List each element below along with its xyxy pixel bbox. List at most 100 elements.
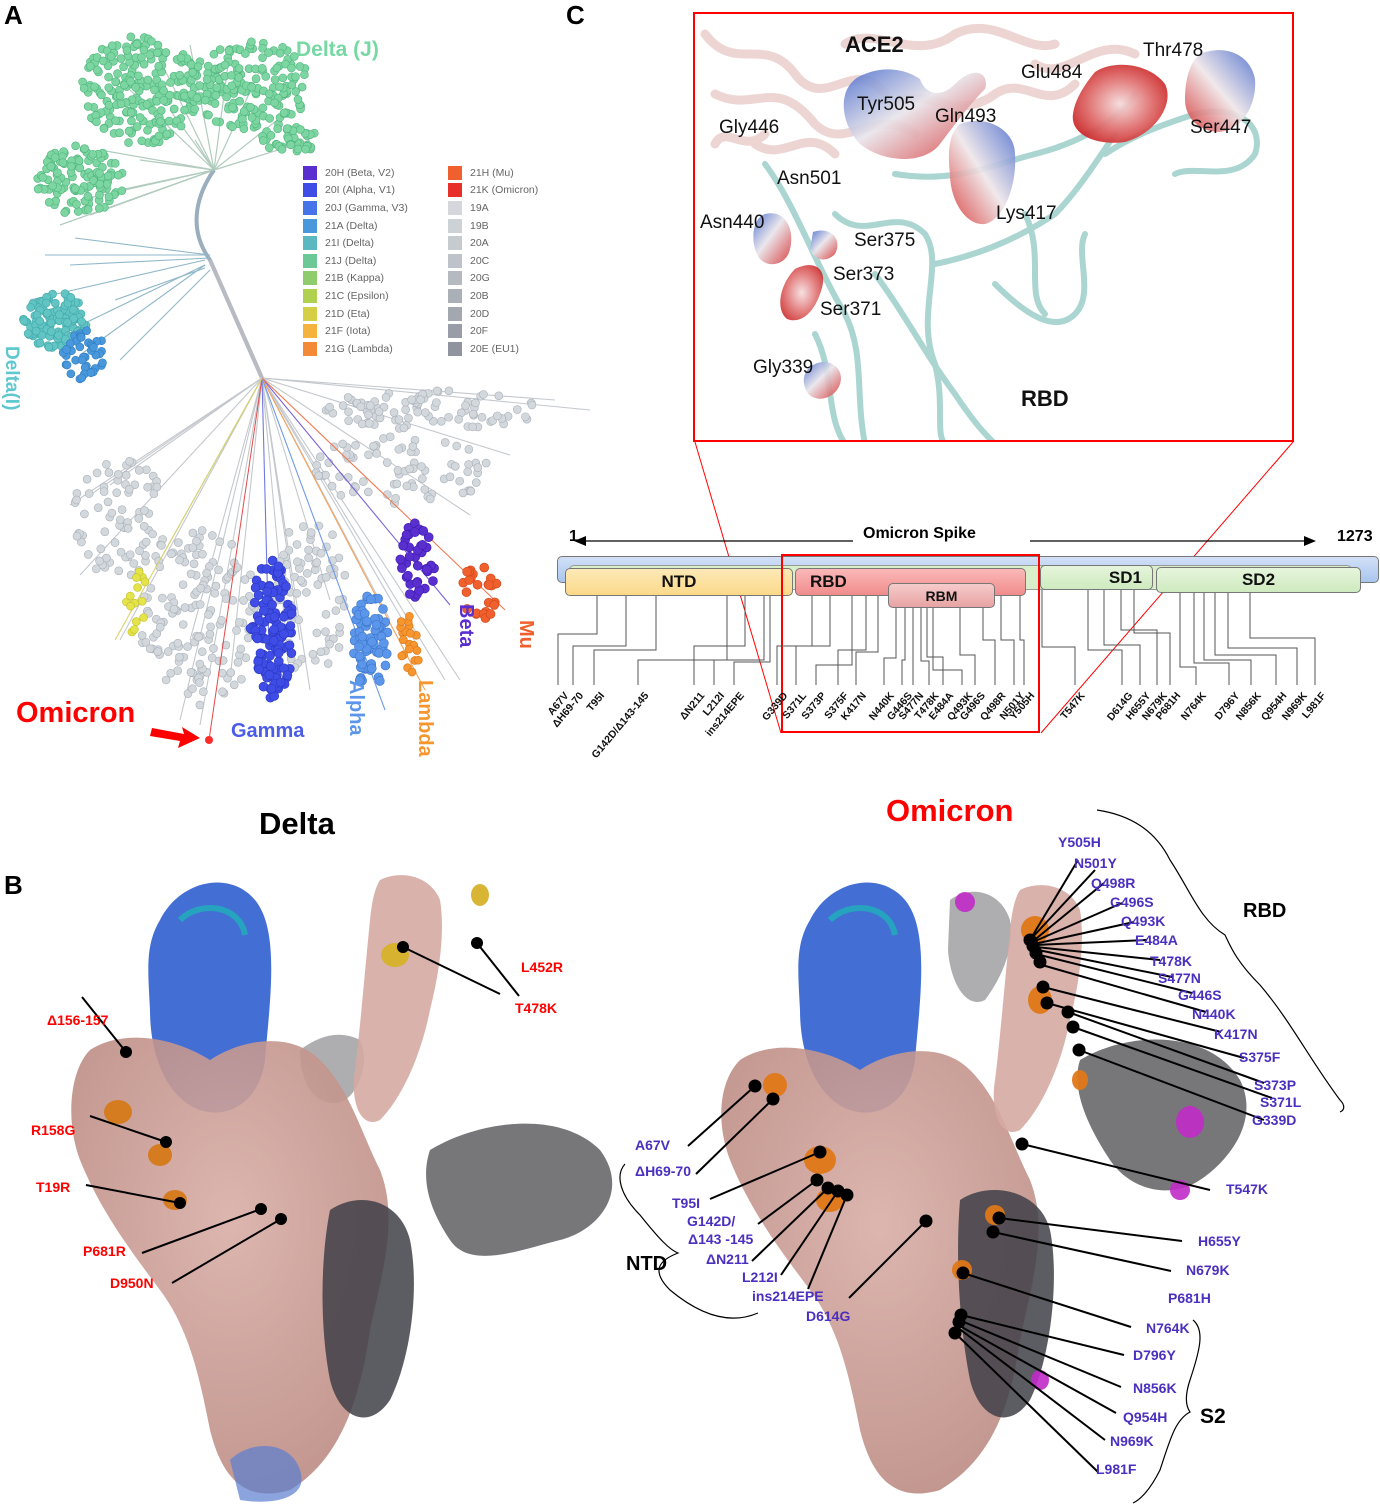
legend-column-right: 21H (Mu) 21K (Omicron) 19A 19B 20A 20C 20G 20B 2… [448, 164, 538, 358]
panel-c-letter: C [566, 0, 585, 30]
legend-swatch-icon [303, 324, 317, 339]
residue-asn440: Asn440 [700, 212, 765, 233]
legend-label: 21I (Delta) [325, 237, 375, 250]
omicron-mutation-label: T478K [1150, 953, 1193, 969]
delta-mutation-t478k: T478K [515, 1000, 558, 1016]
omicron-mutation-label: N679K [1186, 1262, 1230, 1278]
legend-label: 20G [470, 272, 490, 285]
clade-label-lambda: Lambda [414, 680, 436, 757]
legend-label: 21B (Kappa) [325, 272, 384, 285]
legend-swatch-icon [448, 288, 462, 303]
delta-mutation-d950n: D950N [110, 1275, 154, 1291]
legend-swatch-icon [303, 288, 317, 303]
omicron-mutation-label: D614G [806, 1308, 851, 1324]
legend-item: 21B (Kappa) [303, 270, 408, 288]
phylogenetic-tree [19, 32, 591, 748]
legend-swatch-icon [303, 183, 317, 198]
clade-label-alpha: Alpha [345, 680, 367, 736]
spike-title: Omicron Spike [859, 525, 980, 543]
legend-item: 19A [448, 199, 538, 217]
omicron-mutation-label: L212I [742, 1269, 778, 1285]
omicron-mutation-label: E484A [1135, 932, 1178, 948]
omicron-mutation-label: Q498R [1091, 875, 1136, 891]
residue-ser371: Ser371 [820, 299, 882, 320]
domain-rbd-label: RBD [810, 572, 847, 591]
omicron-mutation-label: A67V [635, 1137, 671, 1153]
omicron-mutation-label: G446S [1178, 987, 1222, 1003]
omicron-mutation-label: Δ143 -145 [688, 1231, 754, 1247]
omicron-mutation-label: S375F [1239, 1049, 1281, 1065]
legend-swatch-icon [448, 271, 462, 286]
legend-item: 21C (Epsilon) [303, 287, 408, 305]
omicron-mutation-label: N440K [1192, 1006, 1236, 1022]
omicron-mutation-label: L981F [1096, 1461, 1137, 1477]
domain-sd1: SD1 [1040, 565, 1153, 590]
omicron-ntd-bracket-label: NTD [626, 1253, 668, 1275]
rbd-label: RBD [1021, 386, 1069, 411]
legend-item: 21K (Omicron) [448, 182, 538, 200]
legend-label: 20D [470, 307, 490, 320]
residue-ser447: Ser447 [1190, 117, 1252, 138]
residue-thr478: Thr478 [1143, 40, 1204, 61]
legend-swatch-icon [448, 165, 462, 180]
residue-ser373: Ser373 [833, 264, 895, 285]
legend-swatch-icon [448, 236, 462, 251]
omicron-mutation-label: D796Y [1133, 1347, 1176, 1363]
omicron-mutation-label: N764K [1146, 1320, 1190, 1336]
legend-swatch-icon [448, 218, 462, 233]
legend-label: 21K (Omicron) [470, 184, 539, 197]
domain-sd2: SD2 [1156, 567, 1361, 593]
legend-label: 21D (Eta) [325, 307, 370, 320]
residue-asn501: Asn501 [777, 168, 842, 189]
rbd-highlight-box [781, 554, 1040, 733]
legend-swatch-icon [303, 165, 317, 180]
panel-b-letter: B [4, 870, 23, 900]
legend-label: 21G (Lambda) [325, 342, 393, 355]
legend-item: 20I (Alpha, V1) [303, 182, 408, 200]
legend-label: 21H (Mu) [470, 166, 514, 179]
legend-item: 20F [448, 322, 538, 340]
delta-mutation-t19r: T19R [36, 1179, 71, 1195]
legend-label: 20B [470, 289, 489, 302]
legend-label: 20I (Alpha, V1) [325, 184, 396, 197]
legend-swatch-icon [448, 183, 462, 198]
legend-swatch-icon [303, 200, 317, 215]
delta-mutation-r158g: R158G [31, 1122, 76, 1138]
delta-title: Delta [259, 806, 335, 841]
omicron-mutation-label: G339D [1252, 1112, 1297, 1128]
clade-label-gamma: Gamma [231, 720, 305, 742]
legend-label: 20F [470, 325, 489, 338]
legend-item: 20D [448, 305, 538, 323]
panel-a-letter: A [4, 0, 23, 30]
legend-item: 20B [448, 287, 538, 305]
residue-ser375: Ser375 [854, 230, 916, 251]
omicron-arrow-icon [150, 727, 200, 748]
omicron-mutation-label: N969K [1110, 1433, 1154, 1449]
omicron-s2-bracket-label: S2 [1200, 1405, 1226, 1428]
legend-item: 21I (Delta) [303, 234, 408, 252]
residue-gly339: Gly339 [753, 357, 814, 378]
omicron-mutation-label: S477N [1158, 970, 1201, 986]
legend-swatch-icon [303, 306, 317, 321]
omicron-mutation-label: T95I [672, 1195, 701, 1211]
legend-swatch-icon [448, 324, 462, 339]
omicron-mutation-label: ΔH69-70 [635, 1163, 691, 1179]
legend-item: 21A (Delta) [303, 217, 408, 235]
legend-item: 21F (Iota) [303, 322, 408, 340]
omicron-mutation-label: N856K [1133, 1380, 1177, 1396]
clade-label-delta-j: Delta (J) [296, 38, 379, 61]
delta-mutation-del156-157: Δ156-157 [47, 1012, 109, 1028]
spike-end-label: 1273 [1337, 528, 1373, 545]
omicron-mutation-label: Y505H [1058, 834, 1101, 850]
legend-swatch-icon [303, 271, 317, 286]
spike-start-label: 1 [569, 528, 578, 545]
legend-item: 20C [448, 252, 538, 270]
legend-swatch-icon [448, 200, 462, 215]
omicron-mutation-label: S373P [1254, 1077, 1297, 1093]
omicron-mutation-label: K417N [1214, 1026, 1258, 1042]
clade-label-delta-i: Delta(I) [1, 346, 22, 411]
legend-swatch-icon [448, 253, 462, 268]
legend-swatch-icon [303, 236, 317, 251]
domain-rbm: RBM [888, 583, 995, 608]
residue-tyr505: Tyr505 [857, 94, 916, 115]
